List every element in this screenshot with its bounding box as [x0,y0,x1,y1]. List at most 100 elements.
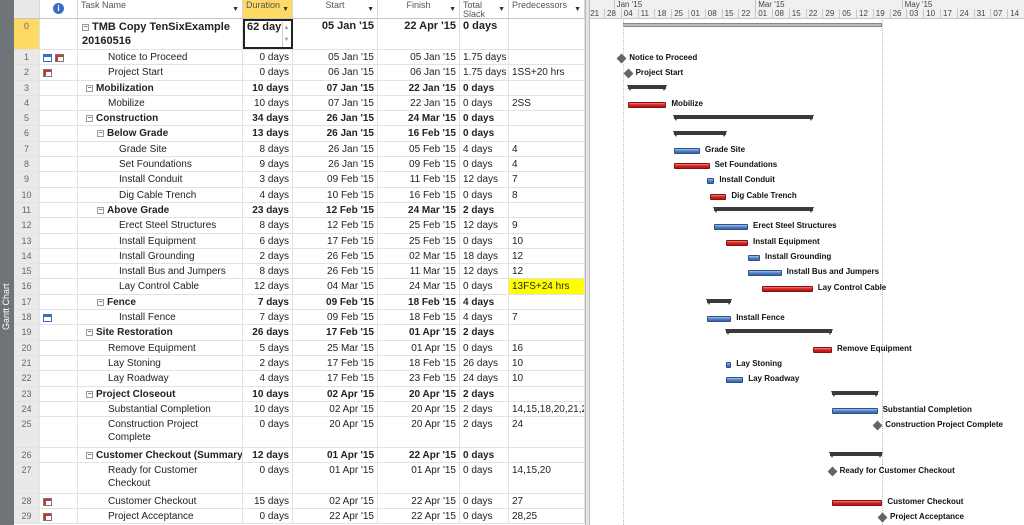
predecessors-cell[interactable]: 2SS [509,95,585,111]
start-cell[interactable]: 02 Apr '15 [293,493,378,508]
finish-cell[interactable]: 18 Feb '15 [378,294,460,310]
row-id[interactable]: 5 [14,111,40,126]
task-name-cell[interactable]: Customer Checkout [78,493,243,508]
row-id[interactable]: 14 [14,248,40,264]
task-name-cell[interactable]: Grade Site [78,141,243,157]
row-id[interactable]: 26 [14,447,40,463]
total-slack-cell[interactable]: 0 days [460,19,509,49]
task-name-cell[interactable]: − TMB Copy TenSixExample 20160516 [78,19,243,49]
predecessors-cell[interactable]: 7 [509,310,585,325]
table-row[interactable]: 6 − Below Grade 13 days 26 Jan '15 16 Feb… [14,126,585,142]
finish-cell[interactable]: 22 Apr '15 [378,508,460,524]
predecessors-cell[interactable]: 14,15,18,20,21,2 [509,401,585,417]
task-name-cell[interactable]: Ready for Customer Checkout [78,463,243,493]
row-id[interactable]: 12 [14,218,40,233]
predecessors-cell[interactable]: 8 [509,187,585,202]
finish-cell[interactable]: 01 Apr '15 [378,340,460,355]
table-row[interactable]: 24 Substantial Completion 10 days 02 Apr… [14,401,585,418]
total-slack-cell[interactable]: 0 days [460,279,509,294]
predecessors-cell[interactable]: 12 [509,264,585,279]
total-slack-cell[interactable]: 2 days [460,202,509,218]
task-name-cell[interactable]: Install Grounding [78,248,243,264]
task-name-cell[interactable]: − Site Restoration [78,325,243,340]
row-id[interactable]: 17 [14,294,40,310]
task-name-cell[interactable]: Mobilize [78,95,243,111]
row-id[interactable]: 9 [14,172,40,187]
duration-cell[interactable]: 10 days [243,386,293,401]
start-cell[interactable]: 10 Feb '15 [293,187,378,202]
predecessors-cell[interactable] [509,294,585,310]
total-slack-cell[interactable]: 4 days [460,141,509,157]
total-slack-cell[interactable]: 4 days [460,310,509,325]
finish-cell[interactable]: 11 Feb '15 [378,172,460,187]
table-row[interactable]: 25 Construction Project Complete 0 days … [14,417,585,448]
header-finish[interactable]: Finish ▼ [378,0,460,18]
duration-cell[interactable]: 4 days [243,187,293,202]
task-name-cell[interactable]: Lay Stoning [78,355,243,371]
row-id[interactable]: 28 [14,493,40,508]
table-row[interactable]: 0 − TMB Copy TenSixExample 20160516 62 da… [14,19,585,50]
row-id[interactable]: 7 [14,141,40,157]
start-cell[interactable]: 17 Feb '15 [293,355,378,371]
total-slack-cell[interactable]: 18 days [460,248,509,264]
row-id[interactable]: 18 [14,310,40,325]
task-name-cell[interactable]: Project Start [78,65,243,80]
duration-cell[interactable]: 12 days [243,447,293,463]
predecessors-cell[interactable]: 28,25 [509,508,585,524]
task-name-cell[interactable]: Substantial Completion [78,401,243,417]
dropdown-arrow-icon[interactable]: ▼ [232,6,239,13]
table-row[interactable]: 7 Grade Site 8 days 26 Jan '15 05 Feb '1… [14,141,585,158]
row-id[interactable]: 11 [14,202,40,218]
task-name-cell[interactable]: Install Fence [78,310,243,325]
task-bar[interactable] [832,499,883,506]
predecessors-cell[interactable]: 14,15,20 [509,463,585,493]
duration-cell[interactable]: 0 days [243,508,293,524]
duration-cell[interactable]: 10 days [243,80,293,95]
start-cell[interactable]: 04 Mar '15 [293,279,378,294]
start-cell[interactable]: 09 Feb '15 [293,172,378,187]
total-slack-cell[interactable]: 0 days [460,340,509,355]
start-cell[interactable]: 09 Feb '15 [293,294,378,310]
row-id[interactable]: 13 [14,233,40,248]
table-row[interactable]: 19 − Site Restoration 26 days 17 Feb '15 … [14,325,585,341]
total-slack-cell[interactable]: 0 days [460,447,509,463]
task-name-cell[interactable]: Notice to Proceed [78,50,243,65]
predecessors-cell[interactable] [509,126,585,141]
finish-cell[interactable]: 24 Mar '15 [378,202,460,218]
duration-cell[interactable]: 15 days [243,493,293,508]
collapse-toggle-icon[interactable]: − [86,115,93,123]
table-row[interactable]: 1 Notice to Proceed 0 days 05 Jan '15 05… [14,50,585,66]
header-indicators[interactable]: i [40,0,78,18]
row-id[interactable]: 1 [14,50,40,65]
finish-cell[interactable]: 22 Apr '15 [378,19,460,49]
duration-cell[interactable]: 62 day ▲ ▼ [243,19,293,49]
table-row[interactable]: 14 Install Grounding 2 days 26 Feb '15 0… [14,248,585,265]
finish-cell[interactable]: 11 Mar '15 [378,264,460,279]
calendar-icon[interactable] [43,54,52,62]
start-cell[interactable]: 01 Apr '15 [293,447,378,463]
task-bar[interactable] [832,407,878,414]
task-name-cell[interactable]: − Project Closeout [78,386,243,401]
summary-bar[interactable] [672,115,814,122]
summary-bar[interactable] [626,84,668,91]
predecessors-cell[interactable]: 4 [509,141,585,157]
summary-bar[interactable] [713,207,815,213]
predecessors-cell[interactable]: 1SS+20 hrs [509,65,585,80]
total-slack-cell[interactable]: 12 days [460,218,509,233]
total-slack-cell[interactable]: 0 days [460,95,509,111]
task-bar[interactable] [707,316,732,323]
predecessors-cell[interactable] [509,325,585,340]
row-id[interactable]: 8 [14,157,40,172]
view-bar[interactable]: Gantt Chart [0,0,14,525]
finish-cell[interactable]: 22 Jan '15 [378,95,460,111]
notes-icon[interactable] [43,69,52,78]
finish-cell[interactable]: 16 Feb '15 [378,187,460,202]
task-bar[interactable] [673,163,710,170]
predecessors-cell[interactable]: 7 [509,172,585,187]
table-row[interactable]: 16 Lay Control Cable 12 days 04 Mar '15 … [14,279,585,295]
header-total-slack[interactable]: Total Slack ▼ [460,0,509,19]
finish-cell[interactable]: 20 Apr '15 [378,417,460,447]
duration-cell[interactable]: 8 days [243,141,293,157]
start-cell[interactable]: 12 Feb '15 [293,202,378,218]
task-name-cell[interactable]: Install Equipment [78,233,243,248]
